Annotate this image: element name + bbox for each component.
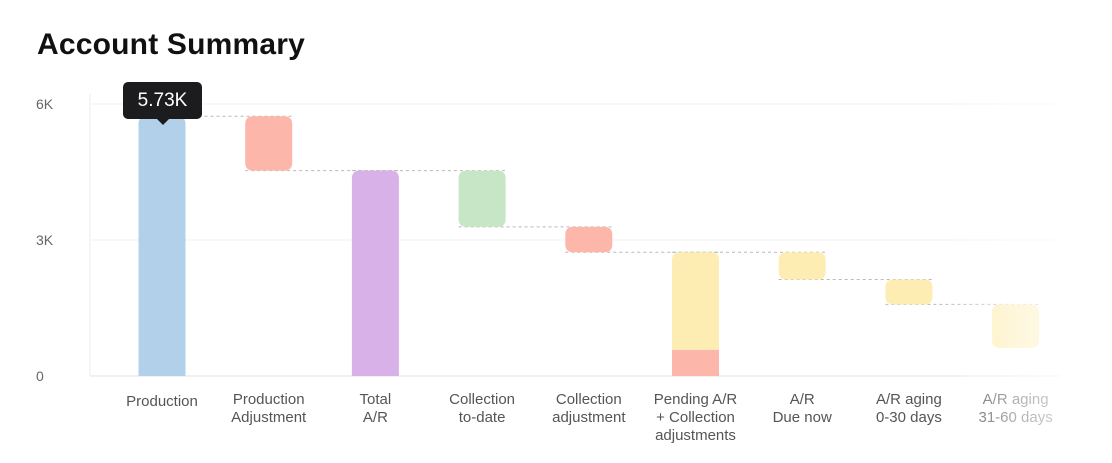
bar-1 [245,116,293,171]
bar-8 [992,304,1040,348]
bar-6 [778,252,826,280]
bar-0 [138,116,186,377]
x-tick-label-5-1: + Collection [656,409,735,426]
x-tick-label-2-1: A/R [363,409,388,426]
value-tooltip: 5.73K [123,82,202,125]
y-tick-label-2: 6K [36,96,54,112]
chart-title: Account Summary [37,28,306,61]
x-tick-label-0-0: Production [126,393,198,410]
x-tick-label-4-0: Collection [556,391,622,408]
bar-5-segment-1 [672,252,719,350]
x-tick-label-8-0: A/R aging [983,391,1049,408]
x-tick-label-3-0: Collection [449,391,515,408]
x-tick-label-6-1: Due now [773,409,832,426]
x-tick-label-2-0: Total [360,391,392,408]
x-tick-label-4-1: adjustment [552,409,626,426]
y-tick-label-1: 3K [36,232,54,248]
y-tick-label-0: 0 [36,368,44,384]
x-tick-label-6-0: A/R [790,391,815,408]
x-tick-label-3-1: to-date [459,409,506,426]
bar-5-segment-0 [672,349,719,376]
bar-7 [885,279,933,305]
bar-3 [458,170,506,227]
bar-4 [565,226,613,253]
x-tick-label-5-2: adjustments [655,427,736,444]
x-tick-label-7-0: A/R aging [876,391,942,408]
x-tick-label-7-1: 0-30 days [876,409,942,426]
x-tick-label-1-0: Production [233,391,305,408]
x-tick-label-8-1: 31-60 days [978,409,1052,426]
x-tick-label-5-0: Pending A/R [654,391,738,408]
x-tick-label-1-1: Adjustment [231,409,307,426]
bar-2 [351,170,399,376]
